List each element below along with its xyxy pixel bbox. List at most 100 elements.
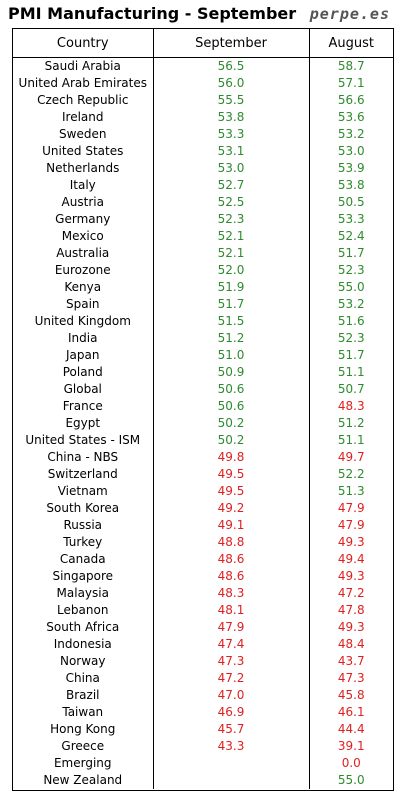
september-value: 50.2 <box>152 415 310 432</box>
table-row: New Zealand 55.0 <box>13 772 393 789</box>
table-row: Taiwan 46.9 46.1 <box>13 704 393 721</box>
column-header-september: September <box>152 29 310 58</box>
august-value: 48.3 <box>337 399 365 413</box>
august-value: 53.0 <box>337 144 365 158</box>
september-value: 47.4 <box>152 636 310 653</box>
september-value: 53.1 <box>152 143 310 160</box>
august-value: 55.0 <box>337 773 365 787</box>
country-cell: China <box>65 671 100 685</box>
country-cell: South Korea <box>46 501 120 515</box>
september-value: 48.6 <box>152 568 310 585</box>
august-value: 53.9 <box>337 161 365 175</box>
august-value: 51.7 <box>337 246 365 260</box>
august-value: 53.6 <box>337 110 365 124</box>
country-cell: United States <box>42 144 124 158</box>
august-value: 51.6 <box>337 314 365 328</box>
august-value: 46.1 <box>337 705 365 719</box>
country-cell: Australia <box>56 246 110 260</box>
country-cell: Sweden <box>59 127 107 141</box>
august-value: 47.2 <box>337 586 365 600</box>
country-cell: France <box>62 399 103 413</box>
table-row: Emerging 0.0 <box>13 755 393 772</box>
august-value: 48.4 <box>337 637 365 651</box>
country-cell: Global <box>63 382 102 396</box>
country-cell: Czech Republic <box>37 93 129 107</box>
august-value: 52.3 <box>337 331 365 345</box>
september-value: 52.1 <box>152 228 310 245</box>
table-row: Vietnam 49.5 51.3 <box>13 483 393 500</box>
country-cell: Germany <box>55 212 111 226</box>
september-value: 49.8 <box>152 449 310 466</box>
country-cell: Saudi Arabia <box>44 59 121 73</box>
column-header-country: Country <box>13 29 153 58</box>
country-cell: Japan <box>66 348 100 362</box>
table-row: India 51.2 52.3 <box>13 330 393 347</box>
september-value: 48.8 <box>152 534 310 551</box>
august-value: 39.1 <box>337 739 365 753</box>
august-value: 55.0 <box>337 280 365 294</box>
september-value: 51.5 <box>152 313 310 330</box>
table-row: Italy 52.7 53.8 <box>13 177 393 194</box>
country-cell: Ireland <box>61 110 104 124</box>
september-value: 48.6 <box>152 551 310 568</box>
table-row: Indonesia 47.4 48.4 <box>13 636 393 653</box>
september-value: 50.6 <box>152 398 310 415</box>
country-cell: Lebanon <box>57 603 109 617</box>
august-value: 51.1 <box>337 365 365 379</box>
country-cell: Emerging <box>53 756 112 770</box>
column-header-august: August <box>309 29 393 58</box>
country-cell: Indonesia <box>53 637 112 651</box>
country-cell: Hong Kong <box>50 722 116 736</box>
country-cell: Poland <box>62 365 103 379</box>
august-value: 51.1 <box>337 433 365 447</box>
country-cell: Singapore <box>52 569 114 583</box>
table-row: South Korea 49.2 47.9 <box>13 500 393 517</box>
table-row: France 50.6 48.3 <box>13 398 393 415</box>
table-row: China - NBS 49.8 49.7 <box>13 449 393 466</box>
table-row: Malaysia 48.3 47.2 <box>13 585 393 602</box>
september-value: 50.9 <box>152 364 310 381</box>
september-value: 56.5 <box>152 57 310 75</box>
august-value: 57.1 <box>337 76 365 90</box>
september-value: 49.2 <box>152 500 310 517</box>
september-value: 46.9 <box>152 704 310 721</box>
august-value: 56.6 <box>337 93 365 107</box>
table-row: Brazil 47.0 45.8 <box>13 687 393 704</box>
country-cell: Canada <box>59 552 106 566</box>
september-value: 50.6 <box>152 381 310 398</box>
september-value: 56.0 <box>152 75 310 92</box>
september-value: 49.1 <box>152 517 310 534</box>
table-row: Japan 51.0 51.7 <box>13 347 393 364</box>
country-cell: Spain <box>65 297 100 311</box>
table-row: Saudi Arabia 56.5 58.7 <box>13 57 393 75</box>
table-row: Austria 52.5 50.5 <box>13 194 393 211</box>
august-value: 51.7 <box>337 348 365 362</box>
september-value: 53.3 <box>152 126 310 143</box>
august-value: 47.3 <box>337 671 365 685</box>
country-cell: Mexico <box>61 229 104 243</box>
table-row: Turkey 48.8 49.3 <box>13 534 393 551</box>
august-value: 51.3 <box>337 484 365 498</box>
country-cell: Eurozone <box>54 263 111 277</box>
august-value: 58.7 <box>337 59 365 73</box>
august-value: 49.7 <box>337 450 365 464</box>
september-value: 52.5 <box>152 194 310 211</box>
table-row: Sweden 53.3 53.2 <box>13 126 393 143</box>
table-row: Poland 50.9 51.1 <box>13 364 393 381</box>
country-cell: Italy <box>69 178 96 192</box>
september-value: 47.3 <box>152 653 310 670</box>
country-cell: United States - ISM <box>25 433 141 447</box>
september-value: 51.9 <box>152 279 310 296</box>
country-cell: Turkey <box>63 535 103 549</box>
table-row: Ireland 53.8 53.6 <box>13 109 393 126</box>
september-value: 52.0 <box>152 262 310 279</box>
september-value: 47.2 <box>152 670 310 687</box>
country-cell: Malaysia <box>56 586 109 600</box>
page-title: PMI Manufacturing - September <box>8 4 297 23</box>
table-row: United States 53.1 53.0 <box>13 143 393 160</box>
september-value: 51.0 <box>152 347 310 364</box>
september-value: 51.2 <box>152 330 310 347</box>
september-value: 48.1 <box>152 602 310 619</box>
table-row: Global 50.6 50.7 <box>13 381 393 398</box>
august-value: 49.3 <box>337 535 365 549</box>
